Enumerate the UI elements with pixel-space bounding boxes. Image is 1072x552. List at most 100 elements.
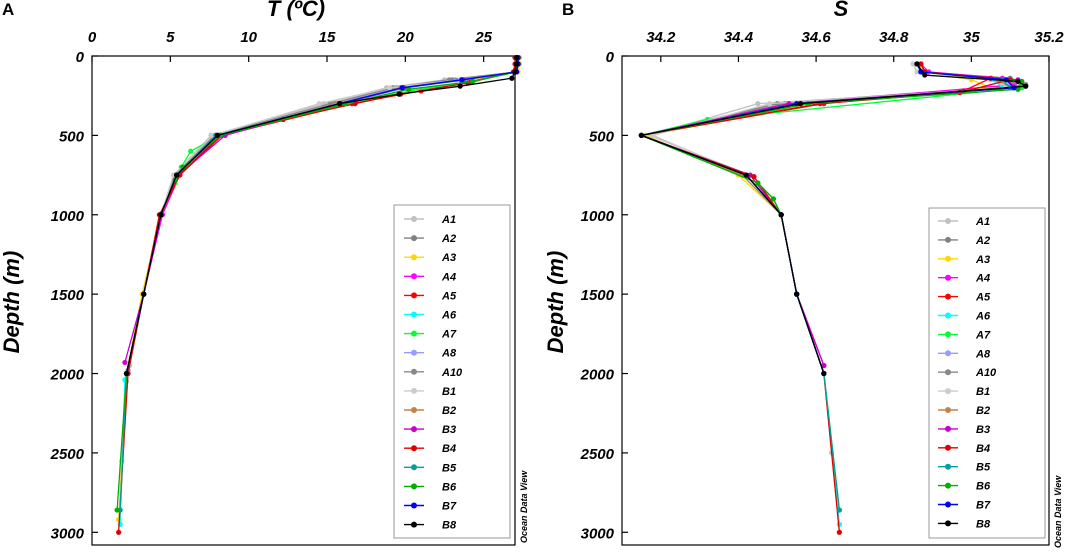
legend-item-b3: B3: [404, 424, 456, 436]
data-series-b: [638, 61, 1029, 535]
data-point: [141, 291, 147, 297]
legend-b: A1 A2 A3 A4 A5 A6 A7 A8 A10 B1 B2 B3 B4 B5 B6 B7 B8: [928, 207, 1046, 539]
legend-item-b2: B2: [404, 405, 456, 417]
legend-item-a4: A4: [938, 273, 990, 285]
legend-label: A2: [975, 235, 990, 247]
panel-a-temperature: A T (ºC) Depth (m) 0 5 10 15 20 25 0 500 1000 15…: [0, 0, 529, 546]
series-line: [639, 63, 1028, 374]
legend-item-a8: A8: [938, 348, 991, 360]
legend-marker: [945, 350, 951, 357]
legend-label: A2: [441, 233, 456, 245]
legend-label: B2: [442, 405, 456, 417]
legend-item-a8: A8: [404, 348, 457, 360]
ocean-data-view-credit-b: Ocean Data View: [1053, 475, 1063, 548]
legend-item-b7: B7: [938, 500, 991, 512]
data-point: [405, 86, 412, 92]
legend-item-a5: A5: [938, 292, 991, 304]
legend-label: B5: [442, 462, 457, 474]
data-point: [512, 69, 518, 75]
legend-marker: [411, 464, 417, 471]
legend-item-a6: A6: [404, 310, 457, 322]
x-tick-label: 20: [396, 29, 414, 46]
y-tick-label: 0: [606, 49, 615, 66]
data-point: [755, 101, 761, 107]
x-tick-label: 0: [88, 29, 97, 46]
data-point: [188, 148, 194, 154]
data-point: [509, 75, 515, 81]
y-axis-ticks-a: 0 500 1000 1500 2000 2500 3000: [50, 49, 98, 542]
legend-item-b4: B4: [404, 443, 456, 455]
legend-label: B3: [976, 424, 990, 436]
data-point: [914, 61, 920, 67]
x-tick-label: 25: [474, 29, 492, 46]
legend-label: A7: [441, 329, 457, 341]
legend-item-b8: B8: [938, 518, 991, 530]
legend-label: B6: [976, 481, 991, 493]
legend-item-a6: A6: [938, 311, 991, 323]
y-tick-label: 2000: [50, 367, 85, 384]
legend-item-a7: A7: [938, 329, 991, 341]
legend-marker: [411, 292, 417, 299]
y-tick-label: 2500: [50, 446, 85, 463]
data-point: [116, 529, 122, 535]
legend-label: B8: [442, 520, 457, 532]
legend-marker: [411, 330, 417, 337]
panel-letter-b: B: [562, 0, 574, 19]
legend-item-b3: B3: [938, 424, 990, 436]
x-tick-label: 5: [166, 29, 175, 46]
legend-marker: [411, 445, 417, 452]
legend-item-a10: A10: [404, 367, 463, 379]
legend-a: A1 A2 A3 A4 A5 A6 A7 A8 A10 B1 B2 B3 B4 B5 B6 B7 B8: [393, 204, 511, 539]
legend-label: B2: [976, 405, 990, 417]
legend-label: B7: [976, 500, 991, 512]
legend-label: B6: [442, 481, 457, 493]
legend-item-b5: B5: [938, 462, 991, 474]
legend-marker: [411, 387, 417, 394]
data-point: [1023, 83, 1029, 89]
y-axis-title-depth: Depth (m): [543, 251, 568, 354]
data-point: [922, 72, 928, 78]
legend-marker: [411, 235, 417, 242]
data-point: [123, 370, 130, 377]
legend-item-b6: B6: [404, 481, 457, 493]
legend-label: A7: [975, 329, 991, 341]
legend-marker: [411, 368, 417, 375]
series-b8: [123, 54, 520, 377]
x-tick-label: 35.2: [1034, 29, 1064, 46]
data-point: [797, 101, 804, 107]
y-tick-label: 500: [59, 128, 85, 145]
data-point: [770, 196, 776, 202]
y-axis-title-depth: Depth (m): [0, 251, 24, 354]
data-point: [821, 362, 827, 369]
legend-item-a4: A4: [404, 271, 456, 283]
legend-label: A5: [441, 290, 457, 302]
legend-marker: [945, 369, 951, 376]
legend-label: B3: [442, 424, 456, 436]
legend-label: A8: [441, 348, 457, 360]
data-point: [918, 61, 924, 67]
y-tick-label: 0: [76, 49, 85, 66]
data-point: [821, 370, 827, 377]
data-point: [459, 77, 465, 83]
x-axis-title-temperature: T (ºC): [267, 0, 325, 21]
legend-item-a1: A1: [938, 216, 990, 228]
legend-label: B5: [976, 462, 991, 474]
y-tick-label: 500: [589, 128, 615, 145]
data-point: [114, 507, 120, 513]
data-point: [766, 101, 773, 107]
legend-marker: [945, 331, 951, 338]
data-point: [743, 172, 749, 178]
legend-label: A8: [975, 348, 991, 360]
legend-marker: [411, 311, 417, 318]
legend-marker: [945, 482, 951, 489]
legend-item-a2: A2: [938, 235, 990, 247]
legend-marker: [945, 274, 951, 281]
legend-label: A1: [441, 214, 456, 226]
x-tick-label: 34.2: [646, 29, 676, 46]
data-series-a: [114, 54, 523, 535]
data-point: [755, 180, 761, 186]
x-axis-ticks-b: 34.2 34.4 34.6 34.8 35 35.2: [646, 29, 1064, 62]
y-tick-label: 2000: [580, 367, 615, 384]
data-point: [910, 61, 916, 67]
